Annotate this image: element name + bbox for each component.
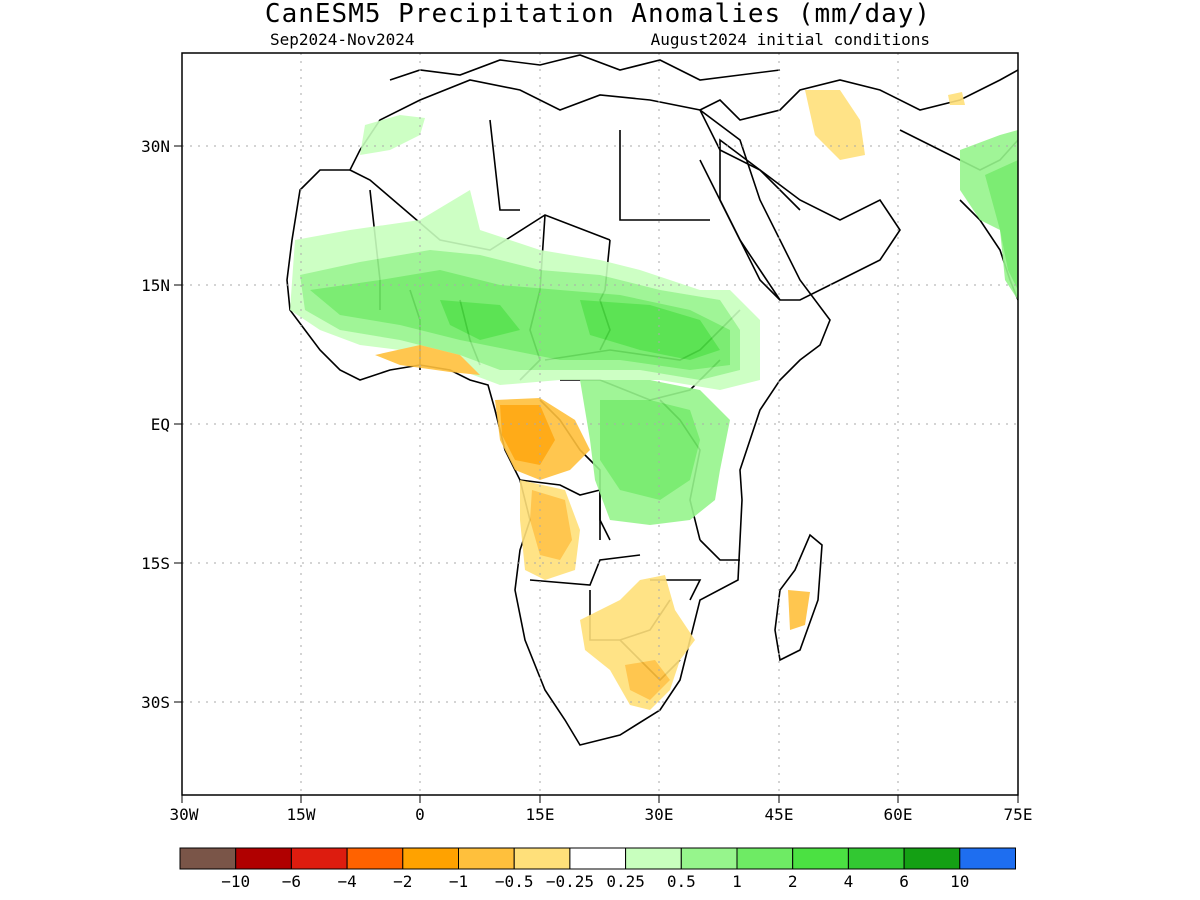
colorbar-swatch bbox=[346, 847, 404, 870]
colorbar-label: −0.5 bbox=[495, 872, 534, 891]
period-label: Sep2024-Nov2024 bbox=[270, 30, 415, 49]
madagascar-coastline bbox=[774, 533, 823, 662]
chart-title: CanESM5 Precipitation Anomalies (mm/day) bbox=[265, 0, 931, 29]
colorbar-swatch bbox=[792, 847, 849, 870]
colorbar-swatch bbox=[680, 847, 738, 870]
colorbar-swatch bbox=[847, 847, 905, 870]
colorbar-swatch bbox=[402, 847, 459, 870]
colorbar-label: −2 bbox=[393, 872, 412, 891]
lat-tick-label: 30N bbox=[141, 137, 170, 156]
colorbar-swatch bbox=[569, 847, 627, 870]
colorbar-label: −0.25 bbox=[546, 872, 594, 891]
colorbar-swatch bbox=[513, 847, 571, 870]
colorbar-label: 1 bbox=[732, 872, 742, 891]
colorbar-labels: −10 −6 −4 −2 −1 −0.5 −0.25 0.25 0.5 1 2 4 6 10 bbox=[221, 872, 969, 891]
lon-tick-label: 15W bbox=[287, 805, 316, 824]
lon-tick-label: 30W bbox=[170, 805, 199, 824]
lon-tick-label: 0 bbox=[415, 805, 425, 824]
colorbar-label: −4 bbox=[337, 872, 356, 891]
lat-tick-label: EQ bbox=[151, 415, 170, 434]
lon-tick-label: 15E bbox=[526, 805, 555, 824]
colorbar-label: 0.25 bbox=[606, 872, 645, 891]
colorbar-label: 0.5 bbox=[667, 872, 696, 891]
lon-axis: 30W 15W 0 15E 30E 45E 60E 75E bbox=[170, 795, 1033, 824]
lon-tick-label: 45E bbox=[765, 805, 794, 824]
lon-tick-label: 75E bbox=[1004, 805, 1033, 824]
colorbar-swatch bbox=[179, 847, 237, 870]
colorbar-swatch bbox=[625, 847, 682, 870]
lon-tick-label: 30E bbox=[645, 805, 674, 824]
colorbar-label: 2 bbox=[788, 872, 798, 891]
colorbar-label: 6 bbox=[899, 872, 909, 891]
lat-tick-label: 30S bbox=[141, 693, 170, 712]
colorbar-swatch bbox=[235, 847, 292, 870]
initial-conditions-label: August2024 initial conditions bbox=[651, 30, 930, 49]
lat-tick-label: 15N bbox=[141, 276, 170, 295]
colorbar-swatch bbox=[458, 847, 515, 870]
colorbar-label: −6 bbox=[282, 872, 301, 891]
guinea-coast-dry bbox=[375, 345, 480, 375]
lat-axis: 30N 15N EQ 15S 30S bbox=[141, 137, 182, 712]
grid-lines bbox=[182, 53, 1018, 795]
colorbar bbox=[179, 847, 1016, 870]
colorbar-label: −1 bbox=[449, 872, 468, 891]
colorbar-label: 4 bbox=[844, 872, 854, 891]
colorbar-swatch bbox=[736, 847, 794, 870]
colorbar-label: −10 bbox=[221, 872, 250, 891]
colorbar-swatch bbox=[290, 847, 348, 870]
lat-tick-label: 15S bbox=[141, 554, 170, 573]
colorbar-swatch bbox=[959, 847, 1016, 870]
colorbar-label: 10 bbox=[950, 872, 969, 891]
colorbar-swatch bbox=[903, 847, 961, 870]
map-area bbox=[182, 53, 1018, 795]
anomaly-shading bbox=[290, 90, 1018, 710]
lon-tick-label: 60E bbox=[884, 805, 913, 824]
